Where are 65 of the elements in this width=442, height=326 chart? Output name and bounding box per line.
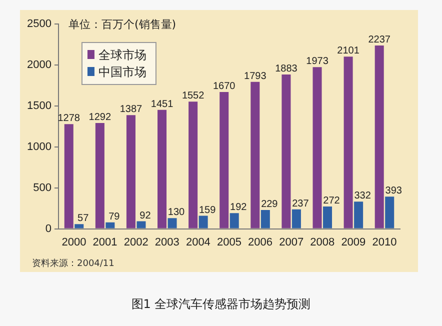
bar bbox=[230, 213, 239, 228]
data-label: 1883 bbox=[275, 64, 298, 75]
data-label: 1670 bbox=[212, 80, 236, 92]
bar bbox=[312, 67, 322, 228]
bar bbox=[168, 218, 177, 228]
x-tick-label: 2002 bbox=[124, 236, 148, 248]
data-label: 393 bbox=[385, 186, 402, 197]
x-tick-label: 2004 bbox=[186, 236, 210, 248]
y-tick-label: 2500 bbox=[26, 18, 52, 30]
bar bbox=[136, 221, 146, 228]
bar bbox=[106, 222, 115, 228]
data-label: 2237 bbox=[368, 34, 391, 46]
bar bbox=[250, 82, 260, 228]
bar bbox=[292, 209, 301, 228]
bar bbox=[95, 122, 104, 228]
x-tick-label: 2008 bbox=[310, 236, 335, 248]
bar bbox=[385, 196, 394, 228]
bar bbox=[158, 110, 167, 228]
y-tick-label: 0 bbox=[45, 222, 52, 235]
bar bbox=[74, 224, 84, 228]
x-tick-label: 2007 bbox=[279, 236, 304, 248]
chart-subtitle: 单位：百万个(销售量) bbox=[68, 18, 176, 31]
bar bbox=[374, 46, 384, 228]
x-tick-label: 2009 bbox=[341, 236, 366, 248]
x-tick-label: 2000 bbox=[62, 236, 86, 248]
bar bbox=[282, 74, 291, 228]
data-label: 1292 bbox=[88, 112, 112, 123]
data-label: 130 bbox=[168, 207, 186, 218]
y-tick-label: 1500 bbox=[26, 100, 52, 112]
legend-label: 全球市场 bbox=[98, 48, 146, 62]
data-label: 57 bbox=[78, 213, 90, 224]
data-label: 1973 bbox=[306, 56, 329, 68]
data-label: 1451 bbox=[150, 98, 174, 110]
data-label: 79 bbox=[108, 211, 120, 222]
y-tick-label: 1000 bbox=[26, 140, 52, 153]
bar bbox=[220, 92, 229, 228]
bar bbox=[260, 210, 270, 228]
data-label: 159 bbox=[198, 204, 216, 216]
y-tick-label: 500 bbox=[33, 182, 52, 194]
data-label: 192 bbox=[230, 202, 248, 214]
y-tick-label: 2000 bbox=[26, 58, 52, 71]
data-label: 1387 bbox=[120, 104, 143, 116]
bar bbox=[126, 115, 136, 228]
x-tick-label: 2010 bbox=[372, 236, 397, 248]
x-tick-label: 2003 bbox=[154, 236, 180, 248]
data-label: 272 bbox=[323, 196, 340, 207]
text: 图1 全球汽车传感器市场趋势预测 bbox=[130, 296, 312, 313]
data-label: 2101 bbox=[337, 46, 360, 57]
data-label: 92 bbox=[140, 210, 152, 222]
text: 资料来源：2004/11 bbox=[32, 258, 114, 269]
legend-label: 中国市场 bbox=[98, 65, 146, 79]
x-tick-label: 2005 bbox=[216, 236, 242, 248]
data-label: 229 bbox=[261, 199, 278, 210]
bar bbox=[354, 202, 364, 228]
data-label: 237 bbox=[292, 198, 310, 210]
bar bbox=[322, 206, 332, 228]
x-tick-label: 2001 bbox=[92, 236, 118, 248]
data-label: 1552 bbox=[182, 90, 205, 102]
bar bbox=[344, 56, 353, 228]
bar bbox=[198, 216, 208, 228]
bar bbox=[188, 102, 198, 228]
data-label: 332 bbox=[354, 190, 372, 202]
x-tick-label: 2006 bbox=[248, 236, 273, 248]
bar bbox=[64, 124, 74, 228]
data-label: 1793 bbox=[244, 70, 267, 82]
